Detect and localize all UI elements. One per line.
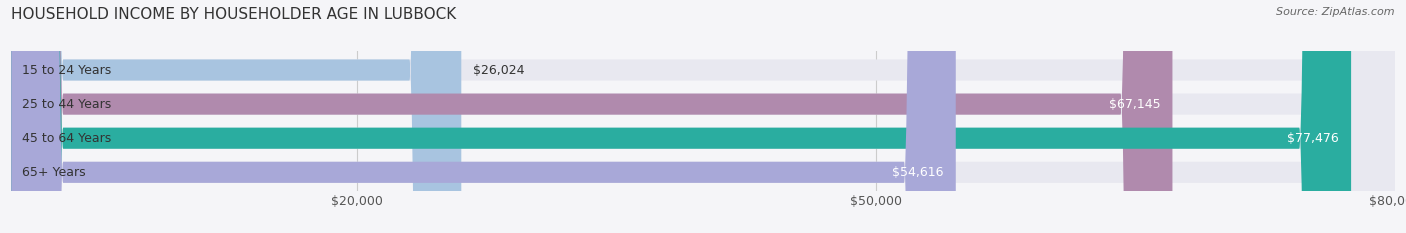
FancyBboxPatch shape [11,0,461,233]
FancyBboxPatch shape [11,0,956,233]
Text: $54,616: $54,616 [893,166,943,179]
Text: 15 to 24 Years: 15 to 24 Years [21,64,111,76]
Text: 25 to 44 Years: 25 to 44 Years [21,98,111,111]
FancyBboxPatch shape [11,0,1395,233]
FancyBboxPatch shape [11,0,1395,233]
Text: HOUSEHOLD INCOME BY HOUSEHOLDER AGE IN LUBBOCK: HOUSEHOLD INCOME BY HOUSEHOLDER AGE IN L… [11,7,457,22]
Text: Source: ZipAtlas.com: Source: ZipAtlas.com [1277,7,1395,17]
Text: 65+ Years: 65+ Years [21,166,86,179]
Text: $67,145: $67,145 [1109,98,1160,111]
FancyBboxPatch shape [11,0,1395,233]
Text: $77,476: $77,476 [1288,132,1339,145]
Text: $26,024: $26,024 [474,64,524,76]
FancyBboxPatch shape [11,0,1351,233]
Text: 45 to 64 Years: 45 to 64 Years [21,132,111,145]
FancyBboxPatch shape [11,0,1173,233]
FancyBboxPatch shape [11,0,1395,233]
